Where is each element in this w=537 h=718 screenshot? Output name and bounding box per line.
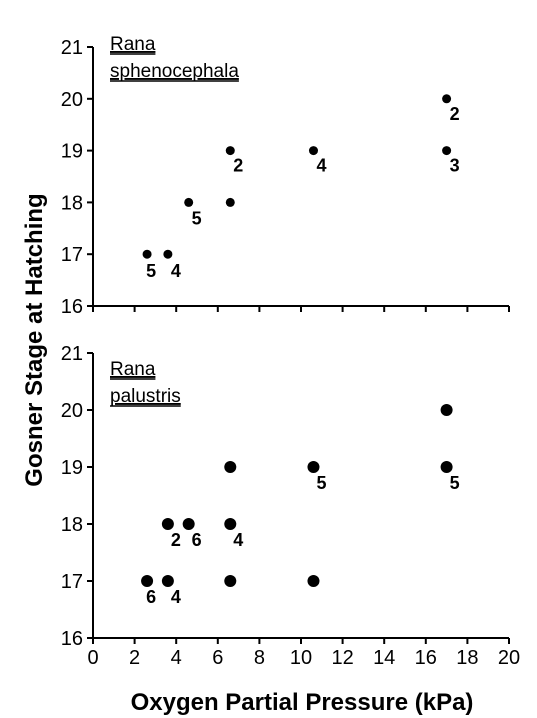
- data-label: 5: [146, 261, 156, 281]
- data-point: [224, 461, 237, 473]
- x-tick-label: 16: [415, 647, 437, 669]
- x-tick-label: 8: [254, 647, 265, 669]
- data-label: 5: [316, 473, 326, 493]
- x-tick-label: 18: [456, 647, 478, 669]
- y-tick-label: 21: [61, 343, 83, 365]
- data-point: [440, 461, 453, 473]
- data-point: [307, 461, 320, 473]
- x-tick-label: 6: [212, 647, 223, 669]
- data-point: [442, 146, 452, 156]
- y-tick-label: 16: [61, 628, 83, 650]
- x-tick-label: 10: [290, 647, 312, 669]
- data-label: 4: [316, 156, 326, 176]
- x-tick-label: 12: [331, 647, 353, 669]
- panel-title-line: palustris: [110, 386, 181, 407]
- y-tick-label: 21: [61, 37, 83, 59]
- y-tick-label: 19: [61, 141, 83, 163]
- y-tick-label: 19: [61, 457, 83, 479]
- data-label: 3: [450, 156, 460, 176]
- data-label: 4: [171, 587, 181, 607]
- data-label: 2: [450, 104, 460, 124]
- y-tick-label: 17: [61, 244, 83, 266]
- data-point: [161, 518, 174, 530]
- data-label: 4: [171, 261, 181, 281]
- y-tick-label: 18: [61, 192, 83, 214]
- data-label: 2: [233, 156, 243, 176]
- y-tick-label: 20: [61, 400, 83, 422]
- panel-title-line: Rana: [110, 34, 156, 55]
- y-tick-label: 20: [61, 89, 83, 111]
- x-tick-label: 14: [373, 647, 395, 669]
- x-tick-label: 4: [171, 647, 182, 669]
- x-axis-title: Oxygen Partial Pressure (kPa): [131, 689, 474, 716]
- data-point: [225, 197, 235, 207]
- y-axis-title: Gosner Stage at Hatching: [21, 193, 48, 486]
- x-tick-label: 0: [87, 647, 98, 669]
- data-point: [161, 575, 174, 587]
- data-point: [184, 197, 194, 207]
- data-point: [440, 404, 453, 416]
- data-point: [224, 518, 237, 530]
- data-point: [182, 518, 195, 530]
- data-point: [225, 146, 235, 156]
- data-point: [141, 575, 154, 587]
- y-tick-label: 16: [61, 296, 83, 318]
- data-point: [442, 94, 452, 104]
- data-point: [307, 575, 320, 587]
- panel-title-line: sphenocephala: [110, 61, 239, 82]
- data-label: 4: [233, 530, 243, 550]
- data-point: [142, 249, 152, 259]
- data-label: 5: [192, 208, 202, 228]
- panel-title-line: Rana: [110, 359, 156, 380]
- x-tick-label: 2: [129, 647, 140, 669]
- data-point: [308, 146, 318, 156]
- data-label: 6: [192, 530, 202, 550]
- data-label: 2: [171, 530, 181, 550]
- y-tick-label: 17: [61, 571, 83, 593]
- data-point: [163, 249, 173, 259]
- x-tick-label: 20: [498, 647, 520, 669]
- data-label: 6: [146, 587, 156, 607]
- data-point: [224, 575, 237, 587]
- data-label: 5: [450, 473, 460, 493]
- y-tick-label: 18: [61, 514, 83, 536]
